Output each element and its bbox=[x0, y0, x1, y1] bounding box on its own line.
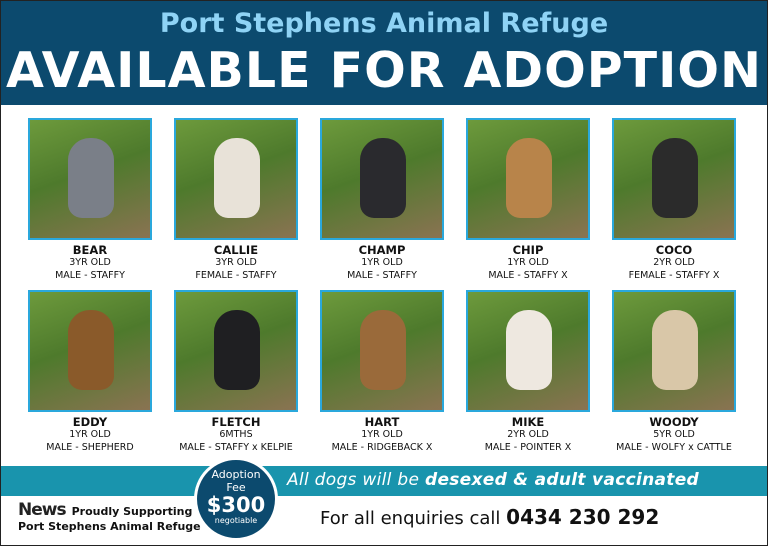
dog-figure bbox=[652, 138, 698, 218]
dog-name: COCO bbox=[655, 243, 693, 257]
dog-photo bbox=[174, 118, 298, 240]
dog-name: BEAR bbox=[72, 243, 108, 257]
dog-age: 1YR OLD bbox=[507, 257, 549, 268]
adoption-fee-badge: Adoption Fee $300 negotiable bbox=[194, 457, 278, 541]
dog-card: BEAR 3YR OLD MALE - STAFFY bbox=[17, 118, 163, 282]
dog-photo bbox=[612, 118, 736, 240]
dog-name: CHIP bbox=[512, 243, 544, 257]
dog-card: MIKE 2YR OLD MALE - POINTER X bbox=[455, 290, 601, 454]
dog-photo bbox=[28, 118, 152, 240]
dog-figure bbox=[214, 310, 260, 390]
dog-breed: MALE - STAFFY bbox=[347, 269, 417, 281]
phone-number: 0434 230 292 bbox=[506, 505, 660, 529]
notice-bold: desexed & adult vaccinated bbox=[424, 470, 699, 490]
dog-age: 2YR OLD bbox=[507, 429, 549, 440]
dog-photo bbox=[320, 118, 444, 240]
dog-breed: MALE - WOLFY x CATTLE bbox=[616, 441, 732, 453]
sponsor-line1: Proudly Supporting bbox=[71, 505, 193, 518]
dog-age: 2YR OLD bbox=[653, 257, 695, 268]
enquiries: For all enquiries call 0434 230 292 bbox=[320, 505, 659, 529]
dog-breed: MALE - RIDGEBACK X bbox=[331, 441, 433, 453]
desexed-notice: All dogs will be desexed & adult vaccina… bbox=[287, 470, 699, 490]
notice-text: All dogs will be bbox=[287, 470, 425, 490]
dog-age: 1YR OLD bbox=[69, 429, 111, 440]
dog-card: COCO 2YR OLD FEMALE - STAFFY X bbox=[601, 118, 747, 282]
dog-figure bbox=[360, 310, 406, 390]
dog-figure bbox=[68, 138, 114, 218]
dog-figure bbox=[506, 310, 552, 390]
dog-card: CHIP 1YR OLD MALE - STAFFY X bbox=[455, 118, 601, 282]
dog-age: 3YR OLD bbox=[69, 257, 111, 268]
news-logo: News bbox=[18, 500, 67, 520]
dog-breed: MALE - STAFFY x KELPIE bbox=[179, 441, 293, 453]
dog-name: MIKE bbox=[511, 415, 545, 429]
fee-note: negotiable bbox=[214, 516, 258, 525]
dog-breed: MALE - STAFFY bbox=[55, 269, 125, 281]
dog-photo bbox=[174, 290, 298, 412]
info-band bbox=[0, 466, 768, 496]
dog-breed: FEMALE - STAFFY bbox=[195, 269, 277, 281]
dog-age: 1YR OLD bbox=[361, 429, 403, 440]
dog-name: EDDY bbox=[72, 415, 108, 429]
dog-name: FLETCH bbox=[211, 415, 261, 429]
dog-breed: FEMALE - STAFFY X bbox=[628, 269, 720, 281]
dog-photo bbox=[612, 290, 736, 412]
sponsor: News Proudly Supporting Port Stephens Ani… bbox=[18, 500, 201, 534]
dog-age: 5YR OLD bbox=[653, 429, 695, 440]
dog-name: CALLIE bbox=[213, 243, 259, 257]
dog-card: WOODY 5YR OLD MALE - WOLFY x CATTLE bbox=[601, 290, 747, 454]
dog-name: CHAMP bbox=[358, 243, 406, 257]
dog-figure bbox=[506, 138, 552, 218]
dog-card: FLETCH 6MTHS MALE - STAFFY x KELPIE bbox=[163, 290, 309, 454]
fee-label: Adoption bbox=[211, 468, 261, 481]
dog-breed: MALE - STAFFY X bbox=[488, 269, 568, 281]
dog-figure bbox=[652, 310, 698, 390]
dog-name: WOODY bbox=[649, 415, 699, 429]
fee-label-2: Fee bbox=[226, 481, 246, 494]
dog-photo bbox=[320, 290, 444, 412]
dog-photo bbox=[466, 290, 590, 412]
dog-breed: MALE - POINTER X bbox=[484, 441, 572, 453]
dog-name: HART bbox=[364, 415, 400, 429]
fee-price: $300 bbox=[206, 493, 266, 517]
sponsor-line2: Port Stephens Animal Refuge bbox=[18, 520, 201, 533]
dog-photo bbox=[28, 290, 152, 412]
refuge-name: Port Stephens Animal Refuge bbox=[159, 8, 609, 39]
dog-age: 3YR OLD bbox=[215, 257, 257, 268]
dog-age: 6MTHS bbox=[219, 429, 253, 440]
dog-age: 1YR OLD bbox=[361, 257, 403, 268]
dog-breed: MALE - SHEPHERD bbox=[46, 441, 134, 453]
enquiry-text: For all enquiries call bbox=[320, 508, 507, 529]
dog-card: CHAMP 1YR OLD MALE - STAFFY bbox=[309, 118, 455, 282]
dog-figure bbox=[214, 138, 260, 218]
dog-figure bbox=[68, 310, 114, 390]
dog-photo bbox=[466, 118, 590, 240]
dog-card: CALLIE 3YR OLD FEMALE - STAFFY bbox=[163, 118, 309, 282]
dog-figure bbox=[360, 138, 406, 218]
dog-card: EDDY 1YR OLD MALE - SHEPHERD bbox=[17, 290, 163, 454]
dog-card: HART 1YR OLD MALE - RIDGEBACK X bbox=[309, 290, 455, 454]
header: Port Stephens Animal Refuge AVAILABLE FO… bbox=[0, 0, 768, 105]
page-title: AVAILABLE FOR ADOPTION bbox=[6, 42, 762, 99]
